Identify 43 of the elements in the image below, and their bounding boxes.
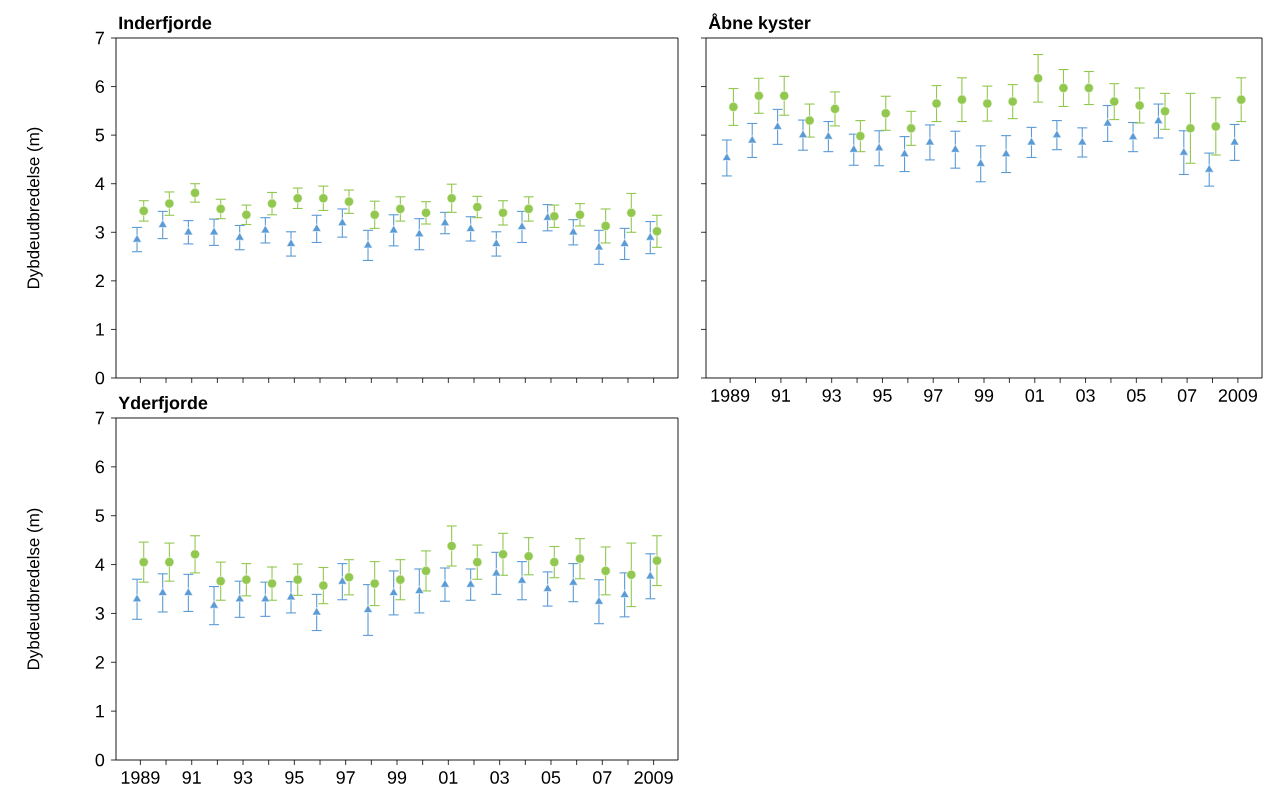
y-tick-label: 4: [95, 177, 105, 190]
chart-title: Yderfjorde: [118, 396, 208, 413]
x-tick-label: 03: [1076, 389, 1095, 402]
x-tick-label: 93: [822, 389, 841, 402]
x-tick-label: 97: [924, 389, 943, 402]
y-tick-label: 5: [95, 509, 105, 522]
y-tick-label: 1: [96, 704, 104, 718]
x-tick-label: 99: [974, 389, 994, 402]
x-tick-label: 01: [1025, 389, 1044, 402]
x-tick-label: 07: [1177, 389, 1197, 402]
x-tick-label: 95: [873, 389, 892, 402]
y-tick-label: 5: [95, 128, 105, 142]
chart-title: Inderfjorde: [119, 16, 212, 33]
y-tick-label: 0: [95, 753, 105, 767]
x-tick-label: 2009: [1218, 389, 1257, 402]
y-tick-label: 1: [96, 323, 104, 336]
y-tick-label: 6: [95, 80, 105, 93]
x-tick-label: 99: [387, 771, 407, 784]
x-tick-label: 03: [490, 771, 509, 784]
x-tick-label: 1989: [711, 389, 750, 402]
y-tick-label: 7: [95, 31, 104, 45]
y-tick-label: 3: [95, 225, 105, 239]
x-tick-label: 91: [771, 389, 790, 402]
y-tick-label: 4: [95, 558, 105, 571]
chart-title: Åbne kyster: [708, 13, 811, 33]
y-axis-title: Dybdeudbredelse (m): [26, 508, 43, 670]
x-tick-label: 91: [182, 771, 201, 784]
y-tick-label: 0: [95, 371, 105, 385]
x-tick-label: 93: [233, 771, 253, 784]
x-tick-label: 2009: [634, 771, 673, 784]
x-tick-label: 07: [593, 771, 612, 784]
y-tick-label: 2: [95, 274, 104, 288]
y-tick-label: 6: [95, 460, 105, 474]
y-tick-label: 2: [95, 656, 104, 669]
x-tick-label: 97: [336, 771, 355, 784]
x-tick-label: 01: [439, 771, 458, 784]
y-axis-title: Dybdeudbredelse (m): [26, 127, 43, 289]
x-tick-label: 05: [1127, 389, 1146, 402]
y-tick-label: 7: [95, 411, 104, 425]
x-tick-label: 95: [285, 771, 304, 784]
x-tick-label: 1989: [121, 771, 160, 784]
x-tick-label: 05: [541, 771, 561, 784]
y-tick-label: 3: [95, 607, 105, 620]
